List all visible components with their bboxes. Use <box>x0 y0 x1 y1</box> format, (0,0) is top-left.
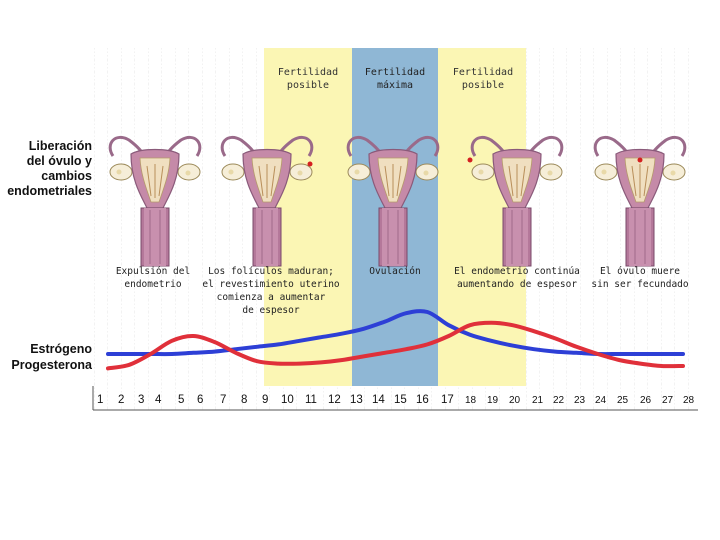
release-label-line1: Liberación <box>28 139 92 153</box>
caption-line: de espesor <box>242 305 300 316</box>
ovum-marker <box>637 157 643 163</box>
day-label: 5 <box>178 394 185 406</box>
progesterone-curve <box>106 320 685 371</box>
day-label: 12 <box>328 394 341 406</box>
zone-title-line: Fertilidad <box>364 67 426 78</box>
caption-menstruation: Expulsión del endometrio <box>108 265 198 291</box>
caption-line: comienza a aumentar <box>216 292 326 303</box>
day-label: 10 <box>281 394 294 406</box>
day-label: 15 <box>394 394 407 406</box>
caption-line: El endometrio continúa <box>454 266 580 277</box>
estrogen-curve <box>106 309 685 357</box>
caption-line: Expulsión del <box>115 266 191 277</box>
progesterone-label: Progesterona <box>11 358 92 372</box>
day-label: 20 <box>509 395 521 406</box>
zone-title-fertile-1: Fertilidad posible <box>264 66 352 92</box>
zone-title-line: máxima <box>376 80 414 91</box>
caption-ovulation: Ovulación <box>352 265 438 278</box>
day-label: 3 <box>138 394 145 406</box>
day-label: 17 <box>441 394 454 406</box>
day-label: 14 <box>372 394 385 406</box>
release-label-line2: del óvulo y <box>26 154 92 168</box>
day-label: 2 <box>118 394 125 406</box>
day-label: 26 <box>640 395 652 406</box>
caption-line: aumentando de espesor <box>456 279 578 290</box>
release-label-line3: cambios <box>41 169 92 183</box>
caption-line: el revestimiento uterino <box>202 279 340 290</box>
day-label: 7 <box>220 394 227 406</box>
zone-title-line: Fertilidad <box>452 67 514 78</box>
day-label: 24 <box>595 395 607 406</box>
zone-title-line: posible <box>461 80 505 91</box>
ovum-marker <box>467 157 473 163</box>
caption-line: endometrio <box>124 279 182 290</box>
caption-line: Ovulación <box>369 266 421 277</box>
release-label-line4: endometriales <box>7 184 92 198</box>
day-label: 27 <box>662 395 674 406</box>
zone-title-line: Fertilidad <box>277 67 339 78</box>
day-label: 25 <box>617 395 629 406</box>
day-label: 9 <box>262 394 269 406</box>
day-label: 18 <box>465 395 477 406</box>
zone-title-line: posible <box>286 80 330 91</box>
zone-title-max: Fertilidad máxima <box>352 66 438 92</box>
day-label: 11 <box>305 394 317 406</box>
caption-line: sin ser fecundado <box>591 279 689 290</box>
day-label: 22 <box>553 395 565 406</box>
day-label: 21 <box>532 395 544 406</box>
day-label: 28 <box>683 395 695 406</box>
day-label: 1 <box>97 394 104 406</box>
caption-follicular: Los folículos maduran; el revestimiento … <box>200 265 342 317</box>
day-label: 6 <box>197 394 204 406</box>
caption-ovum-dies: El óvulo muere sin ser fecundado <box>588 265 692 291</box>
caption-luteal: El endometrio continúa aumentando de esp… <box>446 265 588 291</box>
caption-line: El óvulo muere <box>599 266 681 277</box>
day-label: 23 <box>574 395 586 406</box>
day-label: 8 <box>241 394 248 406</box>
day-label: 16 <box>416 394 429 406</box>
ovum-marker <box>307 161 313 167</box>
day-label: 19 <box>487 395 499 406</box>
day-label: 13 <box>350 394 363 406</box>
caption-line: Los folículos maduran; <box>208 266 334 277</box>
day-label: 4 <box>155 394 162 406</box>
zone-title-fertile-2: Fertilidad posible <box>438 66 528 92</box>
estrogen-label: Estrógeno <box>30 342 92 356</box>
